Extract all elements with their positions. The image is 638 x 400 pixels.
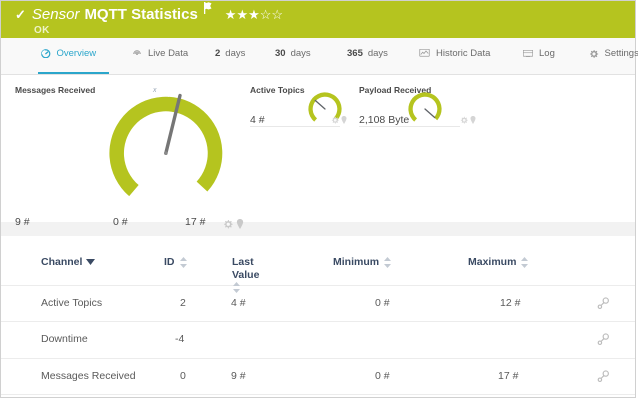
svg-text:x: x bbox=[152, 87, 157, 94]
